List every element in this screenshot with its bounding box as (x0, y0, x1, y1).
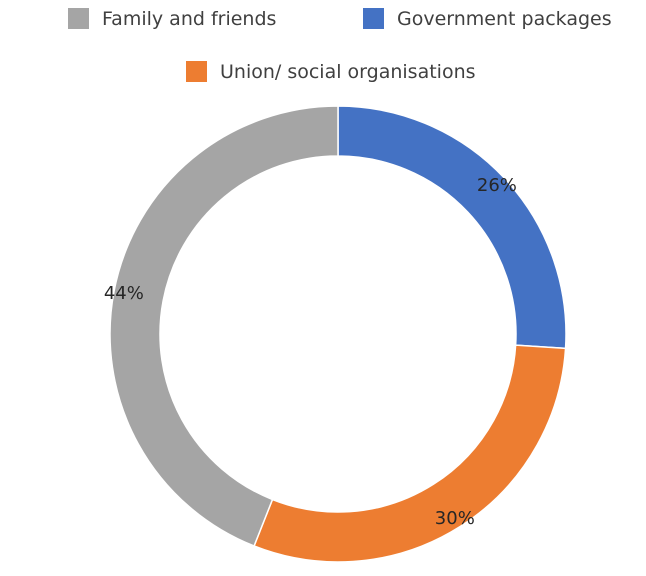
legend-label-union-social-organisations: Union/ social organisations (220, 61, 476, 83)
legend-swatch-government-packages (363, 8, 384, 29)
data-label-family-and-friends: 44% (104, 283, 144, 304)
slice-union-social-organisations (253, 344, 567, 563)
legend-swatch-union-social-organisations (186, 61, 207, 82)
data-labels: 26% 30% 44% (104, 175, 517, 529)
chart-legend: Family and friends Government packages Uni… (68, 8, 612, 83)
data-label-government-packages: 26% (477, 175, 517, 196)
slice-family-and-friends (109, 105, 339, 547)
data-label-union-social-organisations: 30% (435, 508, 475, 529)
doughnut-slices (109, 105, 567, 563)
slice-government-packages (337, 105, 567, 350)
legend-label-government-packages: Government packages (397, 8, 612, 30)
legend-label-family-and-friends: Family and friends (102, 8, 276, 30)
legend-swatch-family-and-friends (68, 8, 89, 29)
